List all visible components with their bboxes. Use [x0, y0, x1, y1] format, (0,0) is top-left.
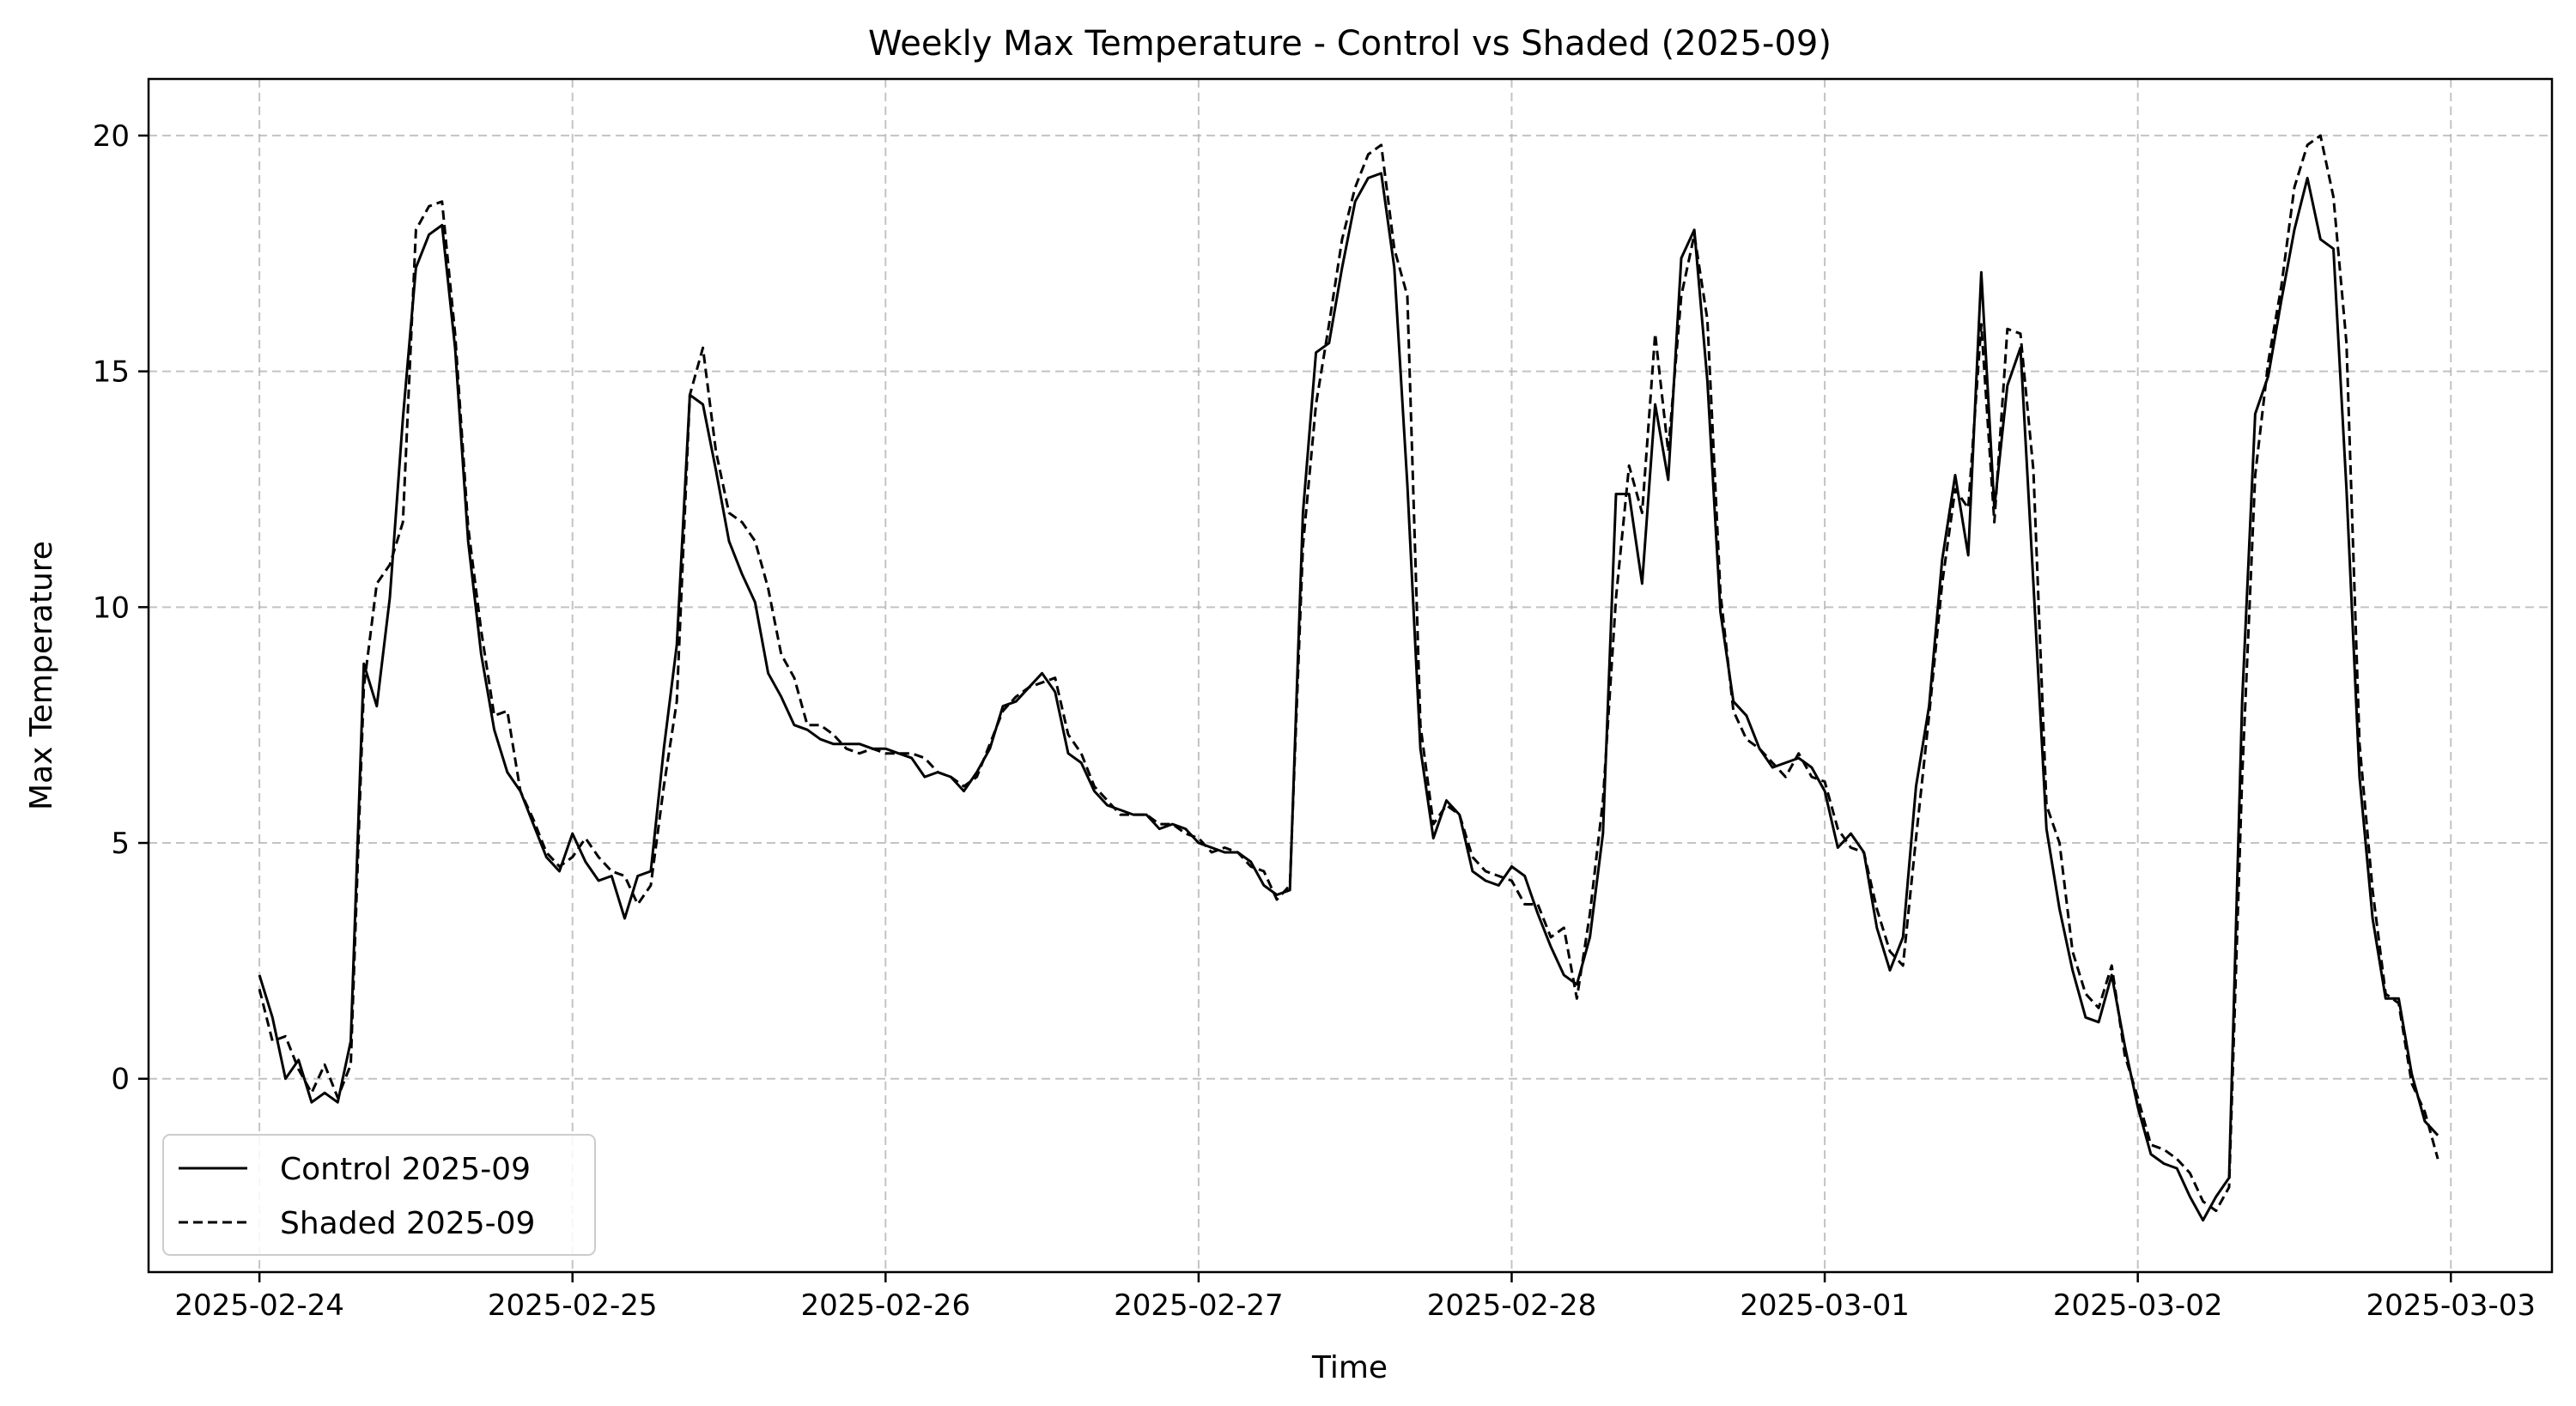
- x-tick-label: 2025-02-28: [1427, 1288, 1597, 1323]
- y-tick-label: 0: [111, 1063, 130, 1097]
- gridlines: [149, 79, 2552, 1272]
- y-tick-label: 5: [111, 827, 130, 861]
- x-axis-ticks: 2025-02-24 2025-02-25 2025-02-26 2025-02-27…: [174, 1272, 2536, 1323]
- x-tick-label: 2025-02-26: [801, 1288, 971, 1323]
- x-tick-label: 2025-02-24: [174, 1288, 344, 1323]
- y-axis-label: Max Temperature: [24, 541, 59, 810]
- plot-frame: [147, 77, 2554, 1274]
- y-axis-ticks: 0 5 10 15 20: [93, 119, 149, 1097]
- series-group: [258, 134, 2439, 1222]
- chart-title: Weekly Max Temperature - Control vs Shad…: [868, 24, 1832, 64]
- x-tick-label: 2025-02-27: [1114, 1288, 1284, 1323]
- y-tick-label: 15: [93, 355, 130, 390]
- legend: Control 2025-09 Shaded 2025-09: [162, 1134, 596, 1256]
- y-tick-label: 10: [93, 591, 130, 625]
- series-line-shaded: [258, 134, 2439, 1213]
- x-tick-label: 2025-03-03: [2366, 1288, 2536, 1323]
- legend-label-control: Control 2025-09: [280, 1152, 531, 1187]
- x-tick-label: 2025-03-02: [2053, 1288, 2223, 1323]
- y-tick-label: 20: [93, 119, 130, 154]
- x-axis-label: Time: [1311, 1350, 1388, 1385]
- series-line-control: [258, 172, 2439, 1222]
- x-tick-label: 2025-03-01: [1740, 1288, 1910, 1323]
- legend-box: [162, 1134, 596, 1256]
- x-tick-label: 2025-02-25: [488, 1288, 658, 1323]
- legend-label-shaded: Shaded 2025-09: [280, 1206, 535, 1241]
